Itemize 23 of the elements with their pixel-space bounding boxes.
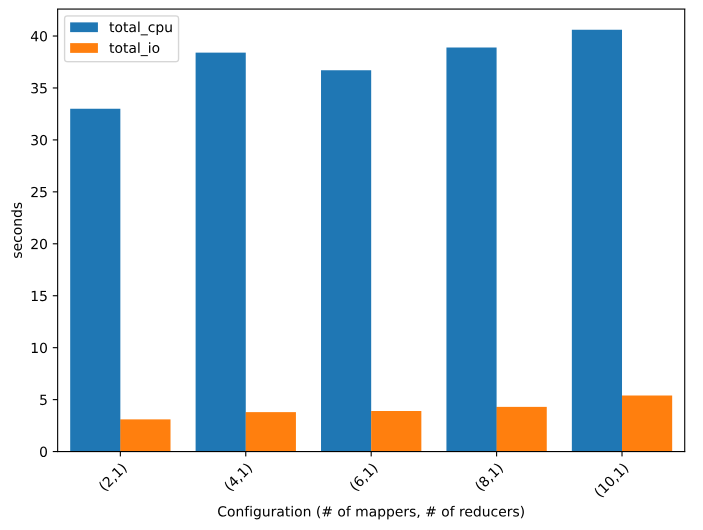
y-tick-label: 25	[31, 186, 47, 198]
y-tick-label: 35	[31, 82, 47, 94]
y-tick-label: 20	[31, 238, 47, 250]
y-tick-label: 40	[30, 30, 47, 42]
bar	[120, 419, 171, 452]
bar	[496, 406, 547, 452]
y-tick-label: 5	[40, 394, 47, 406]
x-axis-title: Configuration (# of mappers, # of reducers)	[218, 506, 524, 520]
y-tick-label: 30	[31, 134, 47, 146]
y-axis-title: seconds	[11, 202, 22, 258]
bar	[446, 47, 497, 452]
y-tick-label: 15	[32, 290, 47, 302]
legend-label: total_io	[109, 42, 160, 56]
bar	[622, 395, 672, 452]
bar	[246, 412, 296, 452]
bar	[371, 411, 422, 452]
y-tick-label: 0	[40, 446, 47, 458]
y-tick-label: 10	[32, 342, 47, 354]
bar	[572, 30, 622, 452]
bar	[70, 108, 120, 452]
bar	[196, 52, 246, 452]
legend-label: total_cpu	[109, 22, 172, 36]
bar	[321, 70, 372, 452]
